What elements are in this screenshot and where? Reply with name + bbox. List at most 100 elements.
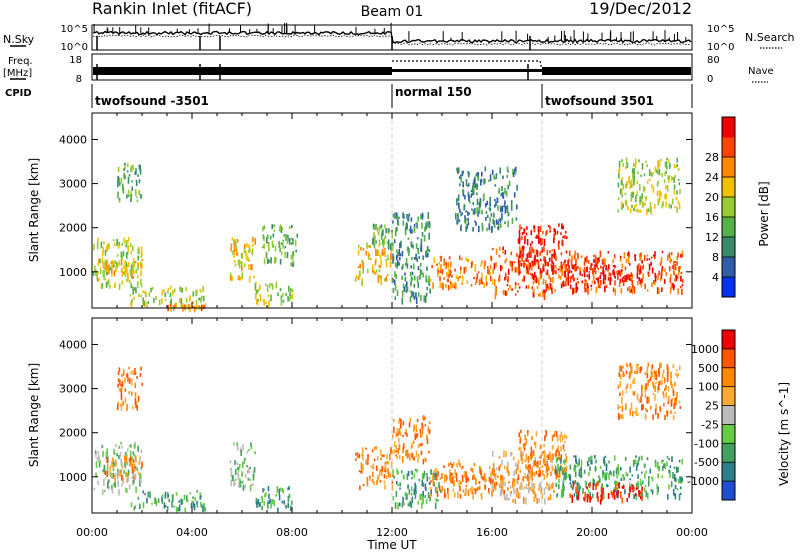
power-colorbar-tick-5: 20 [705, 191, 719, 204]
velocity-colorbar-swatch-3 [722, 443, 735, 463]
velocity-xtick-label-5: 16:00 [476, 526, 508, 539]
power-ytick-label-2: 2000 [59, 222, 87, 235]
power-cluster-14 [517, 223, 568, 278]
power-cluster-1 [92, 237, 143, 290]
velocity-cluster-9 [392, 468, 442, 510]
power-cluster-9 [354, 241, 394, 287]
power-ytick-label-1: 1000 [59, 266, 87, 279]
velocity-cluster-3 [130, 490, 207, 514]
power-colorbar-tick-3: 12 [705, 231, 719, 244]
power-cluster-6 [229, 236, 256, 283]
velocity-xtick-label-3: 08:00 [276, 526, 308, 539]
noise-right-tick-low: 10^0 [707, 42, 734, 53]
velocity-ytick-label-2: 2000 [59, 427, 87, 440]
power-ylabel: Slant Range [km] [27, 158, 41, 262]
freq-left-tick-low: 8 [76, 74, 82, 85]
power-cluster-18 [455, 166, 518, 233]
power-colorbar-swatch-4 [722, 217, 735, 238]
power-panel: 1000 2000 3000 4000 Slant Range [km] [27, 112, 693, 313]
power-colorbar-tick-7: 28 [705, 151, 719, 164]
nave-trace [392, 60, 543, 71]
velocity-colorbar-swatch-1 [722, 481, 735, 501]
freq-left-tick-high: 18 [69, 55, 82, 66]
power-cluster-7 [254, 281, 294, 309]
velocity-cluster-4 [117, 366, 144, 412]
noise-panel: 10^5 10^0 10^5 10^0 [61, 22, 734, 53]
noise-left-tick-high: 10^5 [61, 24, 88, 35]
freq-band-1 [93, 67, 392, 75]
velocity-cluster-5 [229, 441, 256, 492]
power-colorbar-swatch-8 [722, 137, 735, 158]
power-colorbar-swatch-3 [722, 237, 735, 258]
velocity-colorbar-tick-4: 25 [705, 400, 719, 413]
cpid-segment-2: normal 150 [395, 85, 472, 99]
power-cluster-2 [99, 258, 144, 279]
velocity-colorbar-tick-7: -500 [694, 456, 719, 469]
power-colorbar-tick-2: 8 [712, 251, 719, 264]
velocity-ytick-label-1: 1000 [59, 471, 87, 484]
velocity-colorbar-swatch-5 [722, 405, 735, 425]
cpid-row: twofsound -3501 normal 150 twofsound 350… [91, 84, 693, 108]
power-colorbar-label: Power [dB] [757, 181, 771, 246]
power-colorbar-swatch-7 [722, 157, 735, 178]
velocity-xtick-label-6: 20:00 [576, 526, 608, 539]
velocity-cluster-2 [104, 455, 143, 483]
noise-right-tick-high: 10^5 [707, 24, 734, 35]
velocity-colorbar-tick-6: -100 [694, 437, 719, 450]
velocity-xtick-label-7: 00:00 [676, 526, 708, 539]
noise-left-tick-low: 10^0 [61, 42, 88, 53]
velocity-ylabel: Slant Range [km] [27, 363, 41, 467]
velocity-panel: 1000 2000 3000 4000 00:00 04:00 08:00 12:00 16:… [27, 317, 708, 552]
cpid-segment-3: twofsound 3501 [545, 94, 654, 108]
power-cluster-15 [555, 250, 684, 296]
velocity-xtick-label-2: 04:00 [176, 526, 208, 539]
velocity-colorbar-swatch-4 [722, 424, 735, 444]
power-cluster-17 [617, 157, 681, 215]
power-colorbar-swatch-9 [722, 117, 735, 138]
velocity-cluster-14 [569, 481, 643, 505]
power-cluster-8 [262, 224, 299, 267]
velocity-xtick-label-1: 00:00 [76, 526, 108, 539]
velocity-cluster-11 [492, 450, 556, 505]
velocity-cluster-15 [617, 362, 682, 420]
velocity-cluster-8 [392, 415, 431, 465]
nsky-label: N.Sky [3, 33, 35, 46]
velocity-ytick-label-4: 4000 [59, 338, 87, 351]
power-cluster-10 [372, 223, 394, 252]
velocity-colorbar-label: Velocity [m s^-1] [777, 382, 791, 486]
power-colorbar-tick-4: 16 [705, 211, 719, 224]
velocity-colorbar-tick-1: 1000 [691, 343, 719, 356]
velocity-colorbar-swatch-6 [722, 386, 735, 406]
velocity-cluster-6 [255, 485, 293, 513]
freq-unit-label: [MHz] [3, 68, 32, 79]
velocity-colorbar-tick-5: -25 [701, 418, 719, 431]
station-title: Rankin Inlet (fitACF) [92, 0, 252, 18]
velocity-colorbar-tick-3: 100 [698, 381, 719, 394]
power-cluster-5 [117, 162, 143, 203]
velocity-colorbar-swatch-9 [722, 330, 735, 350]
velocity-ytick-label-3: 3000 [59, 383, 87, 396]
power-colorbar-swatch-6 [722, 177, 735, 198]
power-colorbar: 4 8 12 16 20 24 28 Power [dB] [705, 116, 771, 298]
power-cluster-12 [429, 255, 494, 291]
velocity-colorbar-swatch-7 [722, 367, 735, 388]
power-colorbar-tick-6: 24 [705, 171, 719, 184]
velocity-xlabel: Time UT [366, 538, 417, 552]
cpid-segment-1: twofsound -3501 [95, 94, 209, 108]
power-colorbar-swatch-2 [722, 257, 735, 278]
freq-label: Freq. [8, 56, 33, 67]
date-title: 19/Dec/2012 [589, 0, 692, 18]
freq-band-3 [542, 67, 691, 75]
freq-right-tick-high: 80 [707, 55, 720, 66]
power-colorbar-tick-1: 4 [712, 271, 719, 284]
freq-panel: 18 8 80 0 [69, 53, 720, 85]
power-ytick-label-3: 3000 [59, 178, 87, 191]
freq-band-2 [392, 69, 542, 72]
freq-right-tick-low: 0 [707, 74, 713, 85]
velocity-colorbar-tick-8: -1000 [687, 475, 719, 488]
power-cluster-3 [129, 285, 205, 308]
power-colorbar-swatch-5 [722, 197, 735, 218]
velocity-colorbar-tick-2: 500 [698, 362, 719, 375]
power-colorbar-swatch-1 [722, 277, 735, 298]
